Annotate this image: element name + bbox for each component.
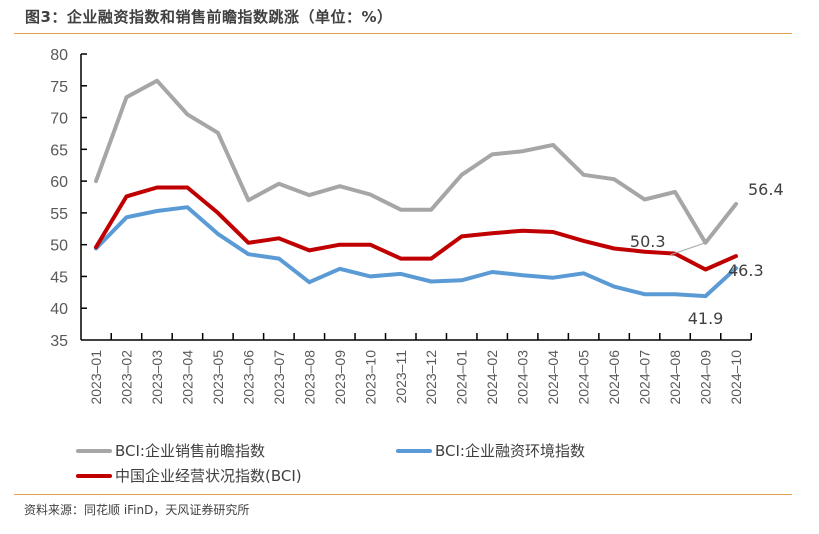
x-tick-label: 2024–01 — [454, 350, 470, 405]
x-tick-label: 2023–02 — [118, 350, 134, 405]
y-tick-label: 45 — [50, 269, 68, 286]
y-axis: 35 40 45 50 55 60 65 70 75 80 — [50, 47, 87, 350]
x-tick-label: 2023–06 — [240, 350, 256, 405]
annotation-leader-line — [670, 242, 706, 256]
series-line-0 — [94, 78, 738, 245]
data-label: 50.3 — [630, 232, 666, 251]
data-labels: 56.4 50.3 46.3 41.9 — [630, 180, 784, 328]
data-label: 56.4 — [748, 180, 784, 199]
y-tick-label: 65 — [50, 142, 68, 159]
chart-title: 图3：企业融资指数和销售前瞻指数跳涨（单位：%） — [25, 8, 393, 26]
x-tick-label: 2023–05 — [210, 350, 226, 405]
legend-item-sales-forecast: BCI:企业销售前瞻指数 — [76, 440, 265, 461]
series-lines — [94, 78, 738, 299]
x-tick-label: 2023–01 — [88, 350, 104, 405]
x-tick-label: 2023–04 — [179, 350, 195, 405]
y-tick-label: 55 — [50, 206, 68, 223]
x-tick-label: 2023–12 — [423, 350, 439, 405]
legend-swatch-blue — [396, 448, 432, 453]
y-tick-label: 40 — [50, 301, 68, 318]
legend-swatch-red — [76, 473, 112, 478]
x-tick-label: 2024–07 — [637, 350, 653, 405]
source-note: 资料来源：同花顺 iFinD，天风证券研究所 — [24, 503, 250, 517]
x-tick-label: 2024–09 — [698, 350, 714, 405]
y-tick-label: 70 — [50, 111, 68, 128]
data-label: 46.3 — [728, 261, 764, 280]
y-tick-label: 60 — [50, 174, 68, 191]
series-line-2 — [94, 185, 738, 272]
legend-label: 中国企业经营状况指数(BCI) — [115, 467, 302, 485]
x-tick-label: 2024–04 — [545, 350, 561, 405]
top-divider — [14, 33, 792, 34]
x-tick-label: 2024–08 — [667, 350, 683, 405]
y-tick-label: 80 — [50, 47, 68, 64]
y-tick-label: 75 — [50, 79, 68, 96]
bottom-divider — [14, 494, 792, 495]
x-tick-label: 2023–03 — [149, 350, 165, 405]
y-tick-label: 35 — [50, 333, 68, 350]
x-tick-label: 2023–10 — [362, 350, 378, 405]
legend-item-bci: 中国企业经营状况指数(BCI) — [76, 465, 302, 486]
legend-swatch-gray — [76, 448, 112, 453]
x-tick-label: 2023–09 — [332, 350, 348, 405]
x-tick-label: 2024–06 — [606, 350, 622, 405]
data-label: 41.9 — [688, 309, 724, 328]
legend-label: BCI:企业销售前瞻指数 — [115, 442, 265, 460]
x-tick-label: 2023–11 — [393, 350, 409, 404]
x-tick-label: 2024–03 — [515, 350, 531, 405]
x-tick-label: 2023–07 — [271, 350, 287, 405]
x-axis: 2023–01 2023–02 2023–03 2023–04 2023–05 2023–… — [81, 333, 752, 405]
legend-label: BCI:企业融资环境指数 — [435, 442, 585, 460]
y-tick-label: 50 — [50, 238, 68, 255]
x-tick-label: 2024–10 — [728, 350, 744, 405]
x-tick-label: 2023–08 — [301, 350, 317, 405]
series-line-1 — [94, 205, 738, 299]
x-tick-label: 2024–02 — [484, 350, 500, 405]
x-tick-label: 2024–05 — [576, 350, 592, 405]
legend-item-financing: BCI:企业融资环境指数 — [396, 440, 585, 461]
